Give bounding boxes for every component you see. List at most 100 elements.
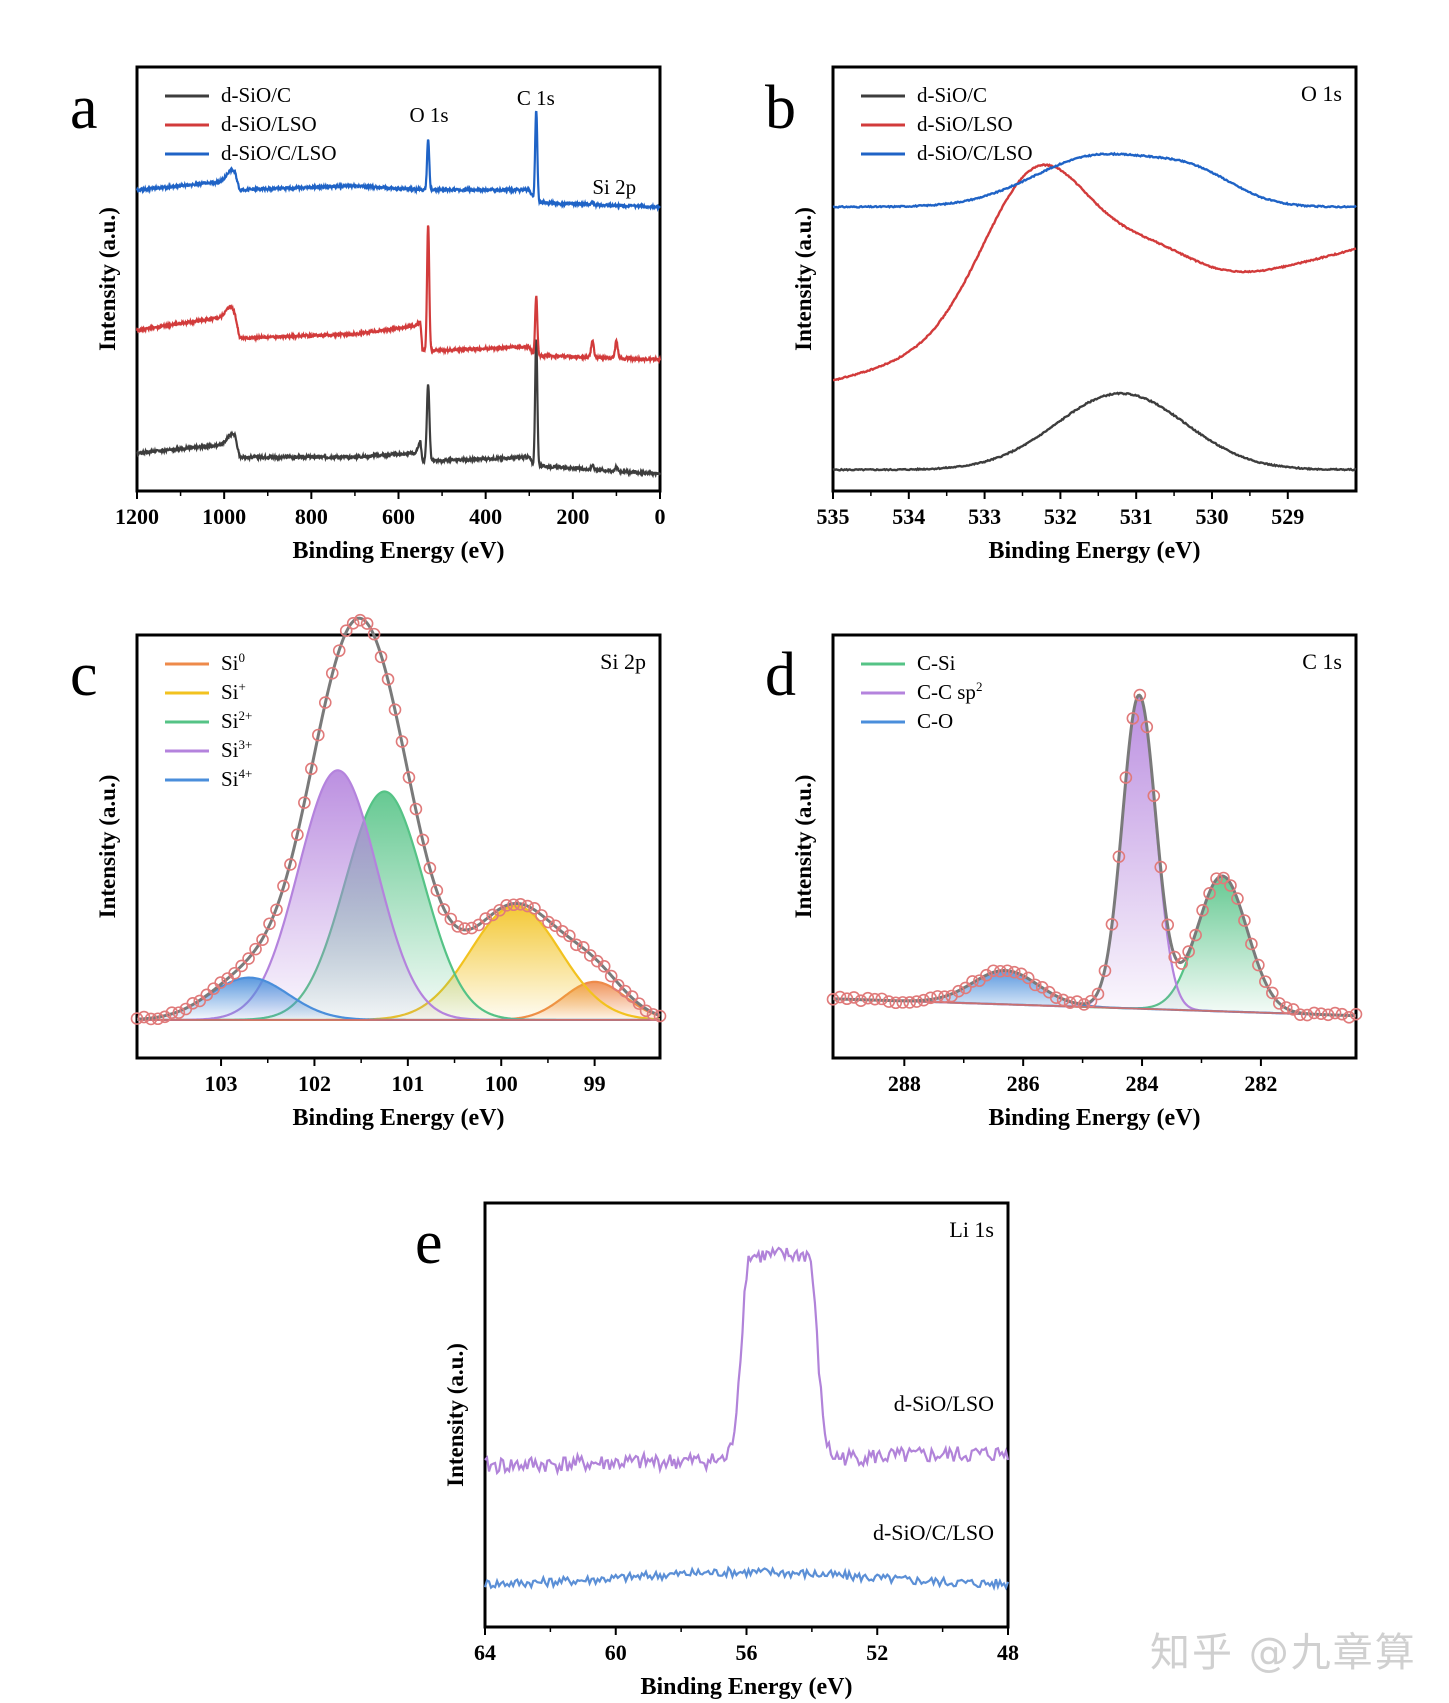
y-axis-label: Intensity (a.u.) (791, 207, 816, 351)
series-line-1 (483, 1565, 1010, 1592)
data-marker (395, 735, 409, 748)
x-tick-label: 64 (474, 1640, 496, 1665)
data-marker (1168, 950, 1181, 964)
legend-entry: d-SiO/LSO (221, 112, 317, 136)
data-marker (172, 1006, 186, 1019)
data-marker (1231, 892, 1244, 905)
data-marker (1245, 937, 1258, 951)
data-marker (479, 912, 492, 925)
data-marker (1349, 1007, 1363, 1021)
data-marker (1210, 872, 1223, 885)
series-line-0 (136, 339, 662, 479)
data-marker (437, 903, 451, 916)
legend-entry: d-SiO/C (221, 83, 291, 107)
data-marker (653, 1009, 667, 1023)
data-marker (367, 627, 381, 641)
panel-letter: d (765, 641, 796, 709)
data-marker (242, 952, 255, 965)
data-marker (388, 703, 402, 717)
data-marker (966, 975, 979, 988)
x-tick-label: 200 (556, 504, 589, 529)
legend-entry: C-O (917, 709, 953, 733)
data-marker (263, 917, 276, 931)
x-tick-label: 531 (1120, 504, 1153, 529)
plot-frame (831, 65, 1358, 493)
x-tick-label: 1000 (202, 504, 246, 529)
data-marker (409, 802, 423, 816)
data-marker (1001, 964, 1014, 978)
data-marker (228, 966, 241, 980)
data-marker (235, 959, 248, 973)
data-marker (458, 922, 472, 935)
data-marker (500, 899, 513, 912)
data-marker (1161, 918, 1175, 932)
x-axis-label: Binding Energy (eV) (640, 1674, 852, 1700)
data-marker (507, 898, 520, 912)
data-marker (1307, 1006, 1321, 1020)
data-marker (305, 762, 318, 776)
data-marker (625, 990, 639, 1003)
data-marker (1189, 928, 1202, 942)
data-marker (924, 991, 937, 1005)
data-marker (130, 1012, 144, 1025)
x-tick-label: 100 (485, 1071, 518, 1096)
data-marker (1321, 1008, 1335, 1022)
plot-frame (135, 633, 662, 1060)
x-tick-label: 535 (817, 504, 850, 529)
data-marker (535, 909, 548, 922)
envelope-line (832, 693, 1357, 1018)
series-line-0 (484, 1245, 1010, 1477)
data-marker (1175, 957, 1188, 970)
data-marker (165, 1006, 179, 1020)
data-marker (381, 672, 395, 686)
x-tick-label: 600 (382, 504, 415, 529)
data-marker (1252, 958, 1265, 972)
data-marker (1140, 720, 1154, 734)
series-line-0 (832, 391, 1357, 472)
data-marker (646, 1008, 660, 1021)
panel-title: Li 1s (949, 1217, 994, 1242)
data-marker (861, 991, 875, 1005)
data-marker (1147, 789, 1161, 803)
legend-entry: d-SiO/C/LSO (917, 141, 1033, 165)
data-marker (277, 879, 290, 893)
peak-annotation: O 1s (409, 103, 448, 127)
data-marker (1217, 871, 1230, 885)
panel-a: 1200 1000 800 600 400 200 0 Binding Energy (eV)… (70, 65, 666, 564)
x-tick-label: 288 (888, 1071, 921, 1096)
data-marker (896, 996, 910, 1009)
component-line-1 (832, 694, 1357, 1017)
x-tick-label: 103 (205, 1071, 238, 1096)
x-tick-label: 0 (655, 504, 666, 529)
data-marker (402, 771, 416, 784)
data-marker (938, 990, 951, 1004)
data-marker (826, 993, 840, 1006)
data-marker (917, 993, 930, 1007)
data-marker (374, 650, 388, 664)
x-tick-label: 532 (1044, 504, 1077, 529)
component-fill-1 (137, 905, 660, 1020)
data-marker (1133, 688, 1147, 702)
data-marker (1028, 978, 1042, 992)
component-fill-4 (137, 977, 660, 1020)
data-marker (1314, 1007, 1328, 1021)
data-marker (1063, 996, 1077, 1009)
data-marker (639, 1004, 653, 1018)
panel-letter: c (70, 641, 98, 709)
data-marker (882, 995, 896, 1008)
data-marker (987, 964, 1000, 978)
data-marker (1056, 993, 1070, 1007)
legend-entry: Si2+ (221, 708, 252, 733)
data-marker (339, 624, 353, 637)
data-marker (214, 976, 227, 989)
panel-c: 103 102 101 100 99 Binding Energy (eV) Intensi… (70, 613, 667, 1131)
data-marker (200, 988, 214, 1002)
data-marker (360, 617, 374, 630)
x-tick-label: 284 (1126, 1071, 1159, 1096)
x-tick-label: 400 (469, 504, 502, 529)
series-line-2 (135, 110, 661, 213)
x-tick-label: 534 (892, 504, 925, 529)
component-fill-0 (833, 876, 1356, 1016)
peak-annotation: C 1s (517, 86, 555, 110)
data-marker (1119, 771, 1133, 784)
